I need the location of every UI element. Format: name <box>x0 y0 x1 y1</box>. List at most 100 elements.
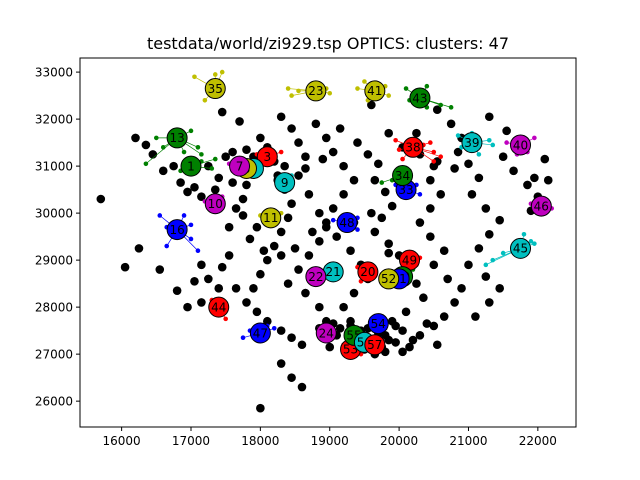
cluster-member-point <box>188 236 194 242</box>
cluster-center-marker <box>256 146 278 168</box>
noise-point <box>269 241 279 251</box>
y-tick-label: 33000 <box>35 65 73 79</box>
noise-point <box>287 199 296 209</box>
cluster-center-marker <box>180 155 202 177</box>
cluster-member-point <box>400 156 405 162</box>
noise-point <box>426 232 435 241</box>
noise-point <box>263 255 272 265</box>
noise-point <box>422 319 432 328</box>
cluster-member-point <box>219 69 225 75</box>
noise-point <box>197 260 206 270</box>
noise-point <box>367 100 376 110</box>
cluster-id-label: 23 <box>308 84 323 98</box>
noise-point <box>432 340 442 350</box>
cluster-id-label: 41 <box>367 84 382 98</box>
cluster-member-point <box>504 140 509 145</box>
noise-point <box>429 321 439 331</box>
cluster-center-marker <box>402 136 424 158</box>
cluster-id-label: 16 <box>169 223 184 237</box>
cluster-center-marker <box>208 296 230 318</box>
cluster-center-marker <box>336 212 358 234</box>
cluster-member-point <box>486 137 492 143</box>
cluster-id-label: 35 <box>208 82 223 96</box>
noise-point <box>183 302 192 312</box>
noise-point <box>484 229 494 239</box>
noise-point <box>214 173 224 183</box>
cluster-id-label: 47 <box>253 326 268 340</box>
noise-point <box>373 159 383 169</box>
noise-point <box>443 274 452 284</box>
noise-point <box>446 119 456 129</box>
noise-point <box>387 201 397 211</box>
noise-point <box>224 251 234 260</box>
cluster-member-point <box>379 180 385 185</box>
noise-point <box>120 262 130 272</box>
noise-point <box>384 335 393 345</box>
noise-point <box>197 192 206 201</box>
noise-point <box>131 133 140 143</box>
cluster-member-point <box>212 72 218 77</box>
cluster-member-point <box>195 248 201 254</box>
cluster-member-point <box>532 241 537 246</box>
cluster-member-point <box>448 105 454 110</box>
noise-point <box>387 316 397 326</box>
cluster-member-point <box>532 135 537 141</box>
noise-point <box>335 323 345 333</box>
noise-point <box>252 222 262 232</box>
cluster-id-label: 38 <box>405 141 420 155</box>
noise-point <box>276 251 286 260</box>
noise-point <box>384 128 393 138</box>
cluster-member-point <box>209 166 215 171</box>
cluster-member-point <box>490 257 496 263</box>
cluster-member-point <box>181 213 187 218</box>
noise-point <box>339 190 348 199</box>
noise-point <box>450 164 459 173</box>
noise-point <box>349 175 359 185</box>
y-tick-label: 27000 <box>35 347 73 361</box>
noise-point <box>498 152 508 162</box>
noise-point <box>155 265 165 274</box>
noise-point <box>294 265 303 274</box>
cluster-member-point <box>202 98 208 103</box>
cluster-member-point <box>240 335 246 340</box>
noise-point <box>398 326 407 335</box>
cluster-id-label: 45 <box>513 242 528 256</box>
noise-point <box>415 331 425 340</box>
cluster-id-label: 10 <box>208 197 223 211</box>
plot-frame <box>79 57 577 428</box>
cluster-center-marker <box>357 261 379 283</box>
cluster-id-label: 57 <box>367 338 382 352</box>
cluster-center-marker <box>166 219 188 241</box>
y-tick-label: 28000 <box>35 300 73 314</box>
noise-point <box>224 222 234 232</box>
noise-point <box>481 204 491 213</box>
noise-point <box>530 173 539 183</box>
cluster-member-point <box>428 140 433 145</box>
cluster-member-point <box>355 86 360 91</box>
noise-point <box>321 133 331 143</box>
cluster-center-marker <box>510 134 532 156</box>
noise-point <box>297 340 307 350</box>
noise-point <box>384 248 393 258</box>
cluster-id-label: 52 <box>381 272 396 286</box>
cluster-member-point <box>490 142 496 148</box>
noise-point <box>169 161 178 171</box>
noise-point <box>339 161 348 171</box>
cluster-id-label: 9 <box>281 176 289 190</box>
cluster-center-marker <box>249 322 271 344</box>
noise-point <box>301 152 310 162</box>
noise-point <box>419 293 428 303</box>
noise-point <box>484 112 494 122</box>
noise-point <box>335 124 345 133</box>
noise-point <box>238 211 248 220</box>
cluster-id-label: 43 <box>412 91 427 105</box>
noise-point <box>235 117 244 126</box>
cluster-id-label: 54 <box>371 317 386 331</box>
cluster-id-label: 7 <box>236 159 244 173</box>
noise-point <box>276 326 286 335</box>
cluster-member-point <box>521 231 527 237</box>
noise-point <box>228 178 237 187</box>
noise-point <box>276 112 286 122</box>
cluster-center-marker <box>204 78 226 100</box>
